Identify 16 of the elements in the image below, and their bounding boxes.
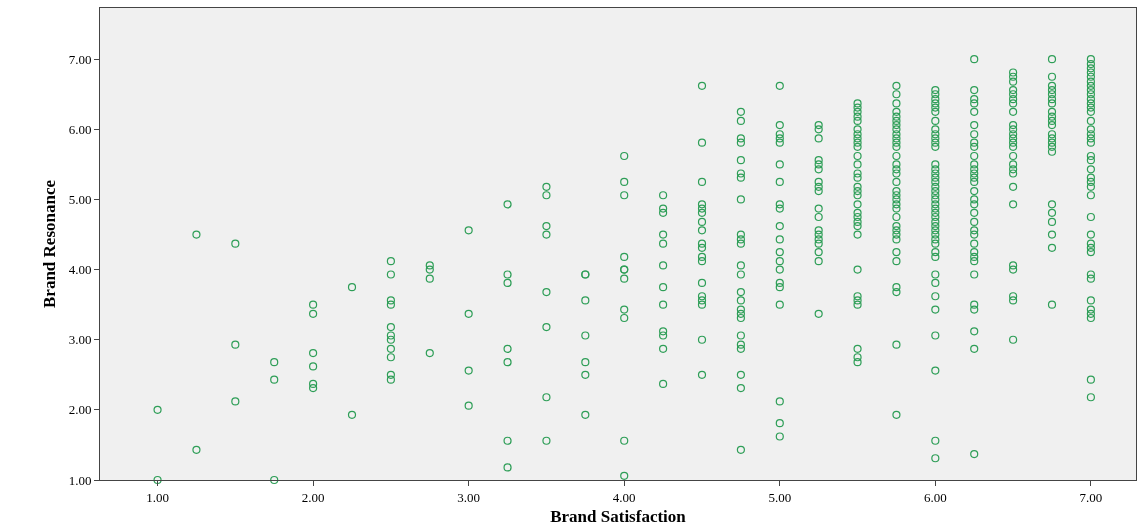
x-tick-label: 2.00 bbox=[301, 489, 325, 505]
x-tick-label: 1.00 bbox=[146, 489, 169, 505]
x-tick-label: 7.00 bbox=[1079, 489, 1103, 505]
y-tick-label: 4.00 bbox=[68, 262, 92, 278]
y-tick-label: 6.00 bbox=[68, 121, 92, 137]
y-tick-label: 2.00 bbox=[68, 402, 92, 418]
x-tick-label: 6.00 bbox=[923, 489, 947, 505]
y-tick-label: 7.00 bbox=[68, 51, 92, 67]
x-tick-label: 4.00 bbox=[612, 489, 636, 505]
y-axis-title: Brand Resonance bbox=[40, 179, 60, 308]
x-axis-title: Brand Satisfaction bbox=[550, 507, 687, 526]
y-tick-label: 3.00 bbox=[68, 332, 92, 348]
y-tick-label: 1.00 bbox=[68, 472, 92, 488]
x-tick-label: 3.00 bbox=[457, 489, 481, 505]
x-tick-label: 5.00 bbox=[768, 489, 792, 505]
y-tick-label: 5.00 bbox=[68, 192, 92, 208]
